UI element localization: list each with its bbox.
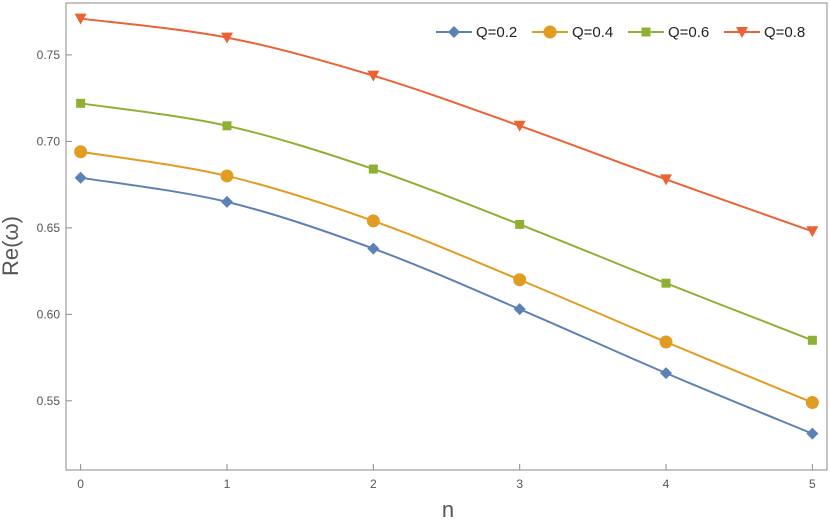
series-Q=0.6: [76, 98, 817, 345]
data-point: [660, 367, 673, 380]
y-tick-label: 0.70: [37, 134, 61, 148]
legend-item: Q=0.6: [628, 24, 709, 41]
plot-frame: [65, 2, 828, 471]
x-tick-label: 3: [516, 477, 523, 491]
x-tick-label: 2: [370, 477, 377, 491]
data-point: [660, 174, 673, 186]
data-point: [513, 273, 527, 287]
data-point: [661, 278, 671, 288]
data-point: [807, 335, 817, 345]
x-tick-label: 1: [224, 477, 231, 491]
series-Q=0.8: [74, 13, 819, 238]
y-axis-title: Re(ω): [0, 216, 23, 276]
legend-marker: [736, 27, 748, 38]
data-point: [74, 13, 87, 25]
series-line: [80, 102, 813, 342]
series-Q=0.4: [74, 145, 819, 410]
series-line: [80, 176, 813, 435]
x-axis: 0 1 2 3 4 5: [77, 464, 816, 491]
data-point: [659, 335, 673, 349]
x-tick-label: 0: [77, 477, 84, 491]
data-point: [74, 145, 88, 159]
legend-item: Q=0.8: [724, 24, 805, 41]
data-point: [220, 195, 233, 208]
legend-label: Q=0.2: [476, 24, 517, 41]
data-point: [220, 32, 233, 44]
data-point: [806, 427, 819, 440]
legend-label: Q=0.6: [668, 24, 709, 41]
data-point: [367, 242, 380, 255]
legend-marker: [543, 25, 557, 39]
legend-label: Q=0.8: [764, 24, 805, 41]
data-point: [513, 120, 526, 132]
y-tick-label: 0.75: [37, 48, 61, 62]
legend-item: Q=0.4: [532, 24, 613, 41]
data-point: [74, 171, 87, 184]
data-point: [220, 169, 234, 183]
series-layer: [74, 13, 819, 440]
x-axis-title: n: [442, 497, 454, 522]
series-line: [80, 150, 813, 404]
data-point: [805, 396, 819, 410]
legend-label: Q=0.4: [572, 24, 613, 41]
y-tick-label: 0.60: [37, 307, 61, 321]
data-point: [806, 226, 819, 238]
legend-marker: [448, 26, 460, 38]
data-point: [366, 214, 380, 228]
series-Q=0.2: [74, 171, 819, 440]
legend: Q=0.2 Q=0.4 Q=0.6 Q=0.8: [436, 24, 805, 41]
legend-item: Q=0.2: [436, 24, 517, 41]
y-axis: 0.55 0.60 0.65 0.70 0.75: [37, 48, 72, 408]
data-point: [515, 219, 525, 229]
data-point: [76, 98, 86, 108]
y-tick-label: 0.55: [37, 394, 61, 408]
series-line: [80, 17, 813, 233]
y-tick-label: 0.65: [37, 221, 61, 235]
x-tick-label: 5: [809, 477, 816, 491]
legend-marker: [641, 27, 651, 37]
data-point: [368, 164, 378, 174]
data-point: [222, 121, 232, 131]
data-point: [513, 303, 526, 316]
x-tick-label: 4: [663, 477, 670, 491]
data-point: [367, 70, 380, 82]
